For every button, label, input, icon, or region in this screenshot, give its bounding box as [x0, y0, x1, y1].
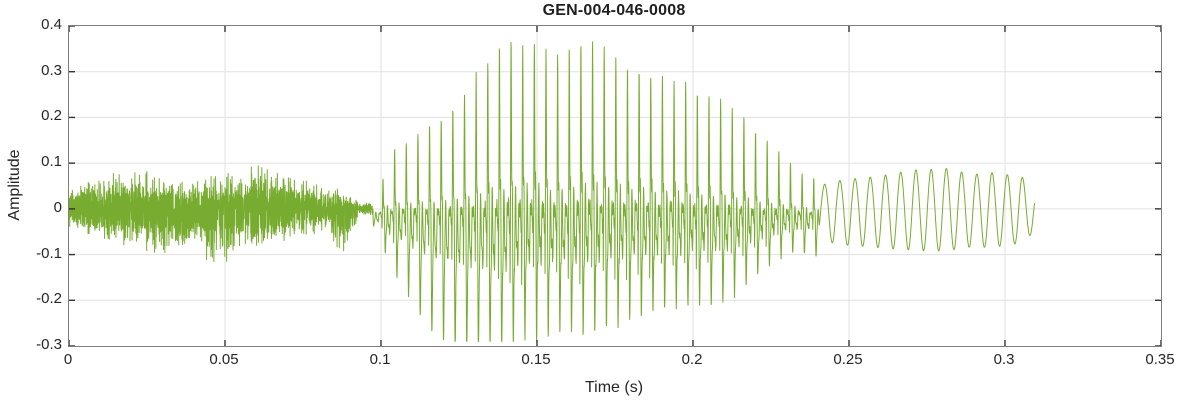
y-tick-label: 0.4	[41, 16, 62, 33]
x-tick-label: 0.35	[1145, 351, 1175, 368]
waveform-canvas	[69, 26, 1161, 346]
y-tick-label: 0.1	[41, 153, 62, 171]
x-tick-label: 0.2	[681, 351, 703, 368]
y-tick-label: -0.3	[36, 336, 62, 353]
plot-area	[68, 25, 1162, 347]
x-tick-label: 0.1	[369, 351, 391, 368]
chart-title: GEN-004-046-0008	[542, 2, 686, 19]
x-axis-label: Time (s)	[584, 379, 644, 396]
x-tick-label: 0.3	[993, 351, 1015, 368]
y-tick-label: 0	[53, 198, 62, 216]
y-tick-label: 0.3	[41, 61, 62, 79]
x-tick-label: 0.15	[521, 351, 551, 368]
x-tick-label: 0.05	[209, 351, 239, 368]
y-tick-label: -0.2	[36, 290, 62, 308]
waveform-trace	[69, 41, 1036, 342]
x-tick-label: 0	[63, 351, 73, 368]
y-tick-label: 0.2	[41, 107, 62, 125]
y-tick-label: -0.1	[36, 244, 62, 262]
x-tick-label: 0.25	[833, 351, 863, 368]
